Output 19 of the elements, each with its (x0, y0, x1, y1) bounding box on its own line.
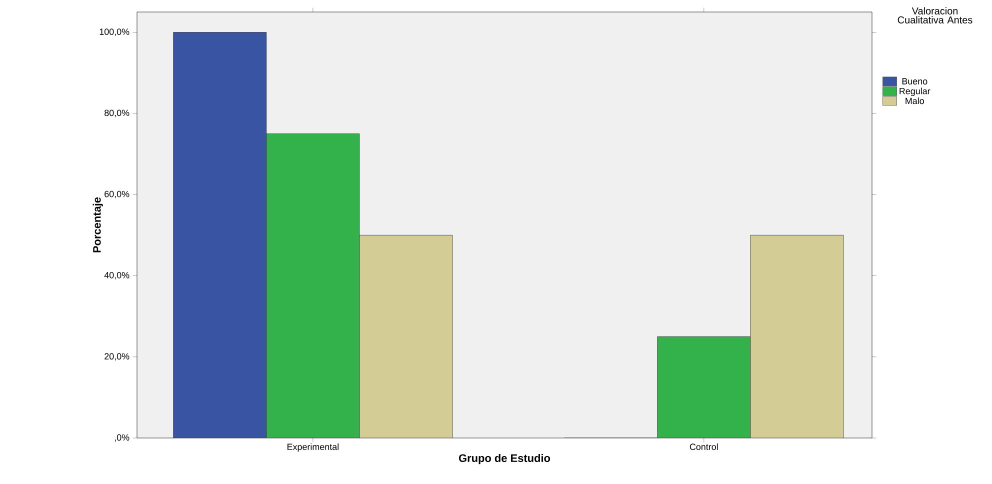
y-tick-label: 40,0% (104, 272, 130, 280)
x-axis-title: Grupo de Estudio (458, 454, 550, 464)
bar (173, 32, 267, 438)
bar (657, 336, 751, 438)
y-tick-label: 80,0% (104, 110, 130, 118)
y-axis-title: Porcentaje (92, 197, 103, 252)
legend-label: Bueno (902, 78, 928, 84)
bar (266, 134, 360, 438)
y-tick-label: 100,0% (100, 28, 130, 36)
legend-title: Valoracion Cualitativa Antes (898, 7, 972, 24)
x-tick-label: Experimental (288, 443, 338, 452)
bar (750, 234, 844, 438)
bar (359, 234, 453, 438)
x-tick-label: Control (690, 443, 718, 450)
y-tick-label: 20,0% (104, 353, 130, 361)
legend-label: Malo (906, 98, 924, 104)
legend-label: Regular (900, 88, 930, 96)
y-tick-label: 60,0% (104, 190, 130, 198)
y-tick-label: ,0% (114, 434, 130, 442)
